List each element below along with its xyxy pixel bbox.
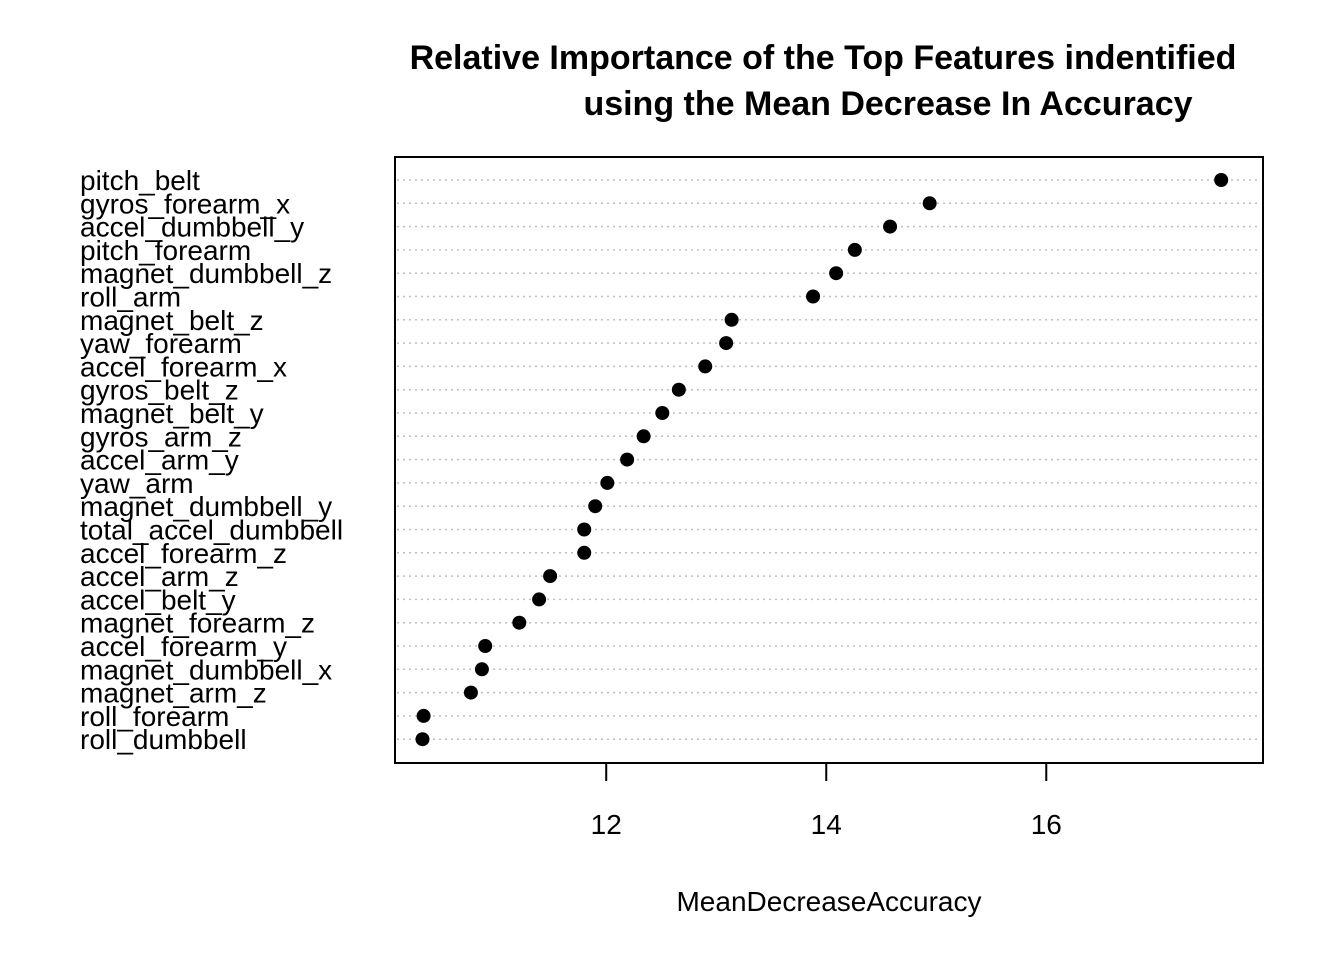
category-label: accel_arm_z [80, 561, 239, 592]
category-label: pitch_forearm [80, 235, 251, 266]
category-label: accel_forearm_y [80, 631, 287, 662]
category-label: yaw_forearm [80, 328, 242, 359]
category-label: magnet_arm_z [80, 678, 267, 709]
category-label: accel_forearm_x [80, 351, 287, 382]
data-point [847, 242, 862, 257]
category-label: magnet_dumbbell_y [80, 491, 332, 522]
data-point [415, 732, 430, 747]
data-point [474, 662, 489, 677]
x-axis: 12 14 16 [591, 763, 1062, 840]
category-label: magnet_belt_y [80, 398, 264, 429]
category-label: accel_belt_y [80, 584, 236, 615]
data-point [724, 312, 739, 327]
plot-frame [394, 156, 1264, 764]
data-point [463, 685, 478, 700]
category-label: magnet_belt_z [80, 305, 264, 336]
category-label: magnet_dumbbell_x [80, 654, 332, 685]
category-label: pitch_belt [80, 165, 200, 196]
chart-title-line1: Relative Importance of the Top Features … [410, 39, 1237, 77]
category-label: accel_forearm_z [80, 538, 287, 569]
x-tick-label: 16 [1031, 809, 1062, 840]
data-point [719, 336, 734, 351]
chart-title: Relative Importance of the Top Features … [410, 39, 1237, 123]
chart-title-line2: using the Mean Decrease In Accuracy [583, 85, 1192, 123]
data-point [829, 266, 844, 281]
category-label: roll_forearm [80, 701, 229, 732]
data-point [478, 639, 493, 653]
x-axis-label: MeanDecreaseAccuracy [676, 886, 981, 917]
data-point [922, 196, 937, 211]
category-label: gyros_arm_z [80, 421, 242, 452]
x-tick-label: 14 [811, 809, 842, 840]
category-label: accel_arm_y [80, 445, 239, 476]
data-point [416, 708, 431, 723]
category-label: roll_dumbbell [80, 724, 247, 755]
data-point [532, 592, 547, 607]
category-label: accel_dumbbell_y [80, 212, 304, 243]
category-label: yaw_arm [80, 468, 194, 499]
category-labels: pitch_beltgyros_forearm_xaccel_dumbbell_… [80, 165, 343, 755]
category-label: magnet_forearm_z [80, 608, 315, 639]
data-point [577, 522, 592, 537]
data-points [415, 173, 1229, 747]
data-point [588, 499, 603, 514]
category-label: roll_arm [80, 282, 181, 313]
data-point [883, 219, 898, 234]
data-point [512, 615, 527, 630]
x-tick-label: 12 [591, 809, 622, 840]
category-label: gyros_belt_z [80, 375, 239, 406]
data-point [636, 429, 651, 444]
grid-lines [397, 179, 1261, 740]
data-point [543, 569, 558, 584]
data-point [1214, 173, 1229, 187]
data-point [671, 382, 686, 397]
category-label: gyros_forearm_x [80, 188, 290, 219]
data-point [600, 475, 615, 490]
category-label: magnet_dumbbell_z [80, 258, 332, 289]
category-label: total_accel_dumbbell [80, 515, 343, 546]
data-point [698, 359, 713, 374]
data-point [577, 545, 592, 560]
data-point [620, 452, 635, 467]
data-point [655, 406, 670, 420]
data-point [806, 289, 821, 304]
